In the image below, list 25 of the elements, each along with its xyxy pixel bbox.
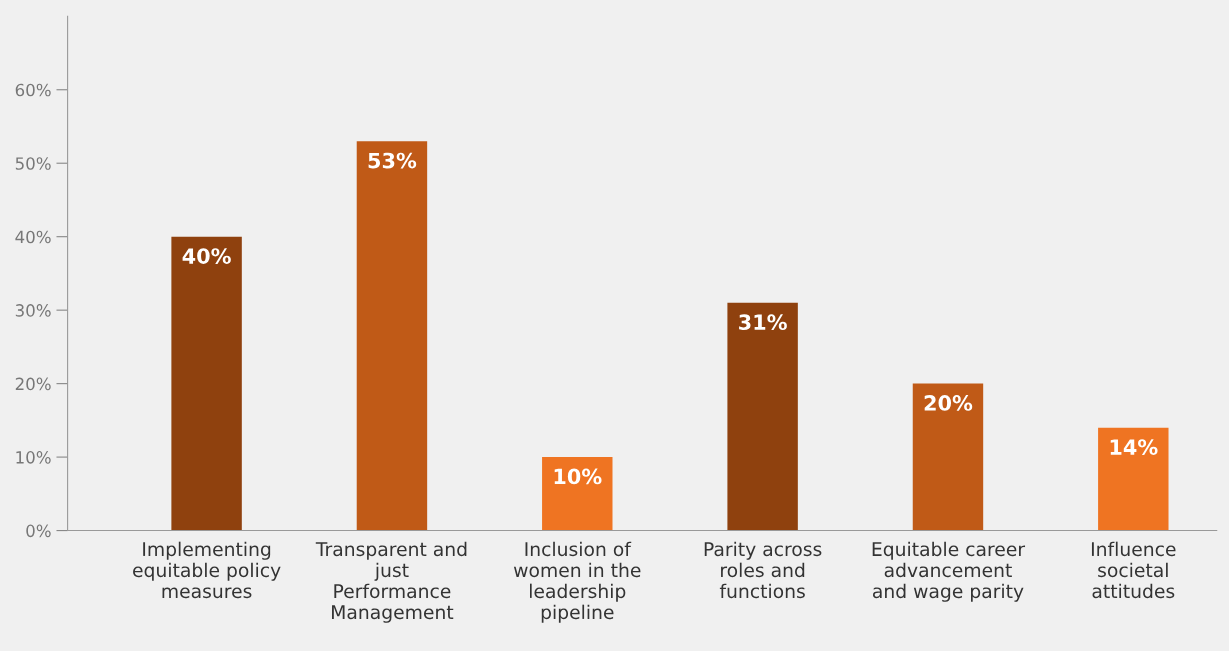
data-label: 40% xyxy=(182,248,231,264)
data-label: 10% xyxy=(554,468,602,485)
y-tick-label: 60% xyxy=(15,83,51,97)
x-tick-label: Transparent and just Performance Management xyxy=(315,541,467,623)
bar xyxy=(1098,427,1169,531)
bar xyxy=(727,302,798,531)
bar xyxy=(356,141,428,531)
x-tick-label: Inclusion of women in the leadership pipeline xyxy=(513,541,641,623)
bar xyxy=(542,457,613,531)
data-label: 14% xyxy=(1110,439,1158,455)
x-tick-label: Influence societal attitudes xyxy=(1091,541,1176,599)
data-label: 31% xyxy=(739,314,787,331)
y-tick-label: 0% xyxy=(26,524,51,538)
x-tick-label: Implementing equitable policy measures xyxy=(133,541,281,599)
y-tick-label: 40% xyxy=(15,230,51,244)
x-tick-label: Parity across roles and functions xyxy=(704,541,822,599)
x-tick-label: Equitable career advancement and wage parity xyxy=(872,541,1026,602)
y-tick-label: 50% xyxy=(15,157,51,170)
data-label: 20% xyxy=(924,395,973,411)
bar xyxy=(912,383,984,531)
bar xyxy=(171,236,242,531)
y-tick-label: 20% xyxy=(15,377,51,391)
y-tick-label: 30% xyxy=(15,304,51,317)
data-label: 53% xyxy=(368,152,417,169)
y-tick-label: 10% xyxy=(16,451,51,464)
